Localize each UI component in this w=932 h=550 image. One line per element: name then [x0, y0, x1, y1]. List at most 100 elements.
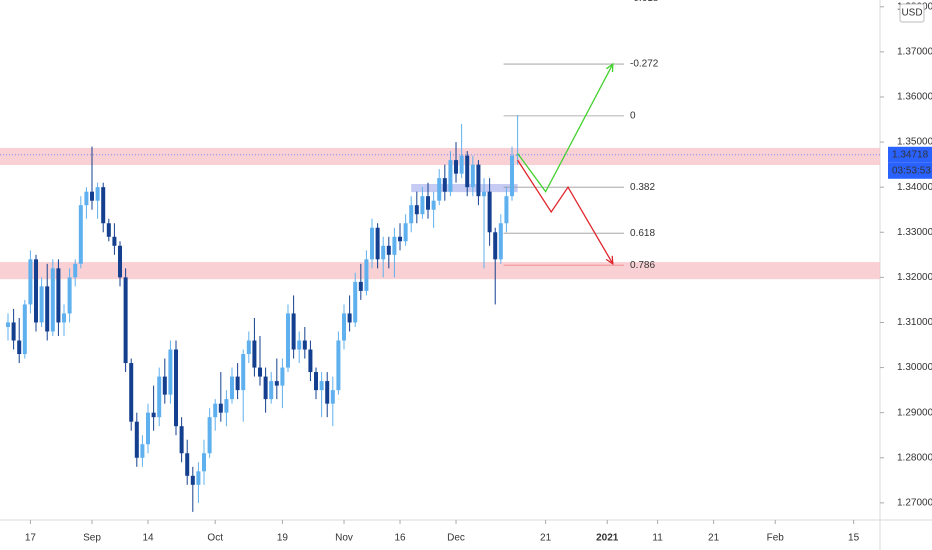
- candle-body: [420, 196, 425, 215]
- candle-body: [465, 155, 470, 188]
- candle-body: [134, 421, 139, 458]
- candle-body: [291, 313, 296, 350]
- candle-body: [112, 236, 117, 246]
- x-tick-label: Nov: [335, 533, 353, 544]
- candle-body: [224, 399, 229, 413]
- candle-body: [218, 403, 223, 413]
- candle-body: [129, 363, 134, 422]
- candle-body: [106, 223, 111, 237]
- candle-body: [269, 381, 274, 400]
- candle-body: [414, 205, 419, 215]
- candle-body: [515, 154, 520, 156]
- y-tick-label: 1.30000: [897, 362, 932, 373]
- candle-body: [498, 223, 503, 260]
- candle-body: [392, 236, 397, 255]
- candle-body: [162, 376, 167, 395]
- candle-body: [386, 245, 391, 255]
- candle-body: [263, 376, 268, 400]
- candle-body: [358, 281, 363, 291]
- candle-body: [246, 340, 251, 355]
- candle-body: [426, 196, 431, 210]
- candle-body: [101, 187, 106, 224]
- candle-body: [168, 349, 173, 395]
- fib-label: -0.618: [630, 0, 659, 4]
- candle-body: [381, 245, 386, 260]
- candle-body: [308, 349, 313, 373]
- candle-body: [258, 367, 263, 377]
- y-tick-label: 1.27000: [897, 498, 932, 509]
- candle-body: [476, 164, 481, 197]
- zone: [0, 262, 880, 280]
- fib-label: 0.382: [630, 182, 655, 193]
- candle-body: [34, 259, 39, 323]
- candle-body: [314, 372, 319, 391]
- candle-body: [123, 277, 128, 364]
- candle-body: [62, 313, 67, 323]
- zone: [0, 147, 880, 166]
- candle-body: [330, 390, 335, 404]
- y-tick-label: 1.35000: [897, 137, 932, 148]
- candle-body: [431, 200, 436, 210]
- x-tick-label: 15: [848, 533, 860, 544]
- candle-body: [437, 178, 442, 201]
- candle-body: [286, 313, 291, 368]
- arrow-head: [605, 255, 614, 266]
- y-tick-label: 1.34000: [897, 182, 932, 193]
- candle-body: [370, 227, 375, 260]
- candle-body: [442, 178, 447, 192]
- candle-body: [179, 426, 184, 454]
- candle-body: [140, 444, 145, 458]
- candle-body: [454, 160, 459, 174]
- x-tick-label: 2021: [596, 533, 619, 544]
- x-tick-label: 21: [708, 533, 720, 544]
- candle-body: [252, 340, 257, 368]
- candle-body: [325, 381, 330, 404]
- candle-body: [364, 259, 369, 291]
- candle-body: [403, 223, 408, 242]
- y-tick-label: 1.33000: [897, 227, 932, 238]
- candle-body: [11, 322, 16, 341]
- projection-arrow: [517, 63, 614, 193]
- last-price-box: [888, 146, 932, 163]
- x-tick-label: 11: [652, 533, 663, 544]
- projection-arrow: [517, 159, 614, 265]
- candle-body: [353, 281, 358, 323]
- candle-body: [50, 268, 55, 332]
- candle-body: [297, 340, 302, 350]
- x-tick-label: 16: [394, 533, 406, 544]
- candle-body: [319, 381, 324, 391]
- candle-body: [39, 286, 44, 323]
- arrow-head: [605, 62, 614, 73]
- candle-body: [151, 412, 156, 418]
- candle-body: [67, 277, 72, 314]
- y-tick-label: 1.37000: [897, 47, 932, 58]
- candle-body: [470, 164, 475, 188]
- y-tick-label: 1.31000: [897, 317, 932, 328]
- y-tick-label: 1.28000: [897, 452, 932, 463]
- candle-body: [213, 403, 218, 418]
- x-tick-label: Sep: [83, 533, 101, 544]
- candle-body: [235, 376, 240, 391]
- fib-label: 0: [630, 111, 636, 122]
- currency-label: USD: [901, 8, 922, 19]
- candle-body: [6, 322, 11, 327]
- candle-body: [493, 232, 498, 260]
- candle-body: [274, 381, 279, 386]
- candle-body: [174, 349, 179, 427]
- y-tick-label: 1.32000: [897, 272, 932, 283]
- last-price-label: 1.34718: [892, 149, 929, 160]
- candle-body: [482, 191, 487, 197]
- candle-body: [17, 340, 22, 355]
- candle-body: [84, 191, 89, 206]
- fib-label: 0.786: [630, 260, 655, 271]
- countdown-label: 03:53:53: [892, 165, 931, 176]
- zone-box: [411, 184, 518, 193]
- candle-body: [504, 196, 509, 224]
- x-tick-label: 14: [142, 533, 154, 544]
- candle-body: [22, 304, 27, 355]
- candle-body: [342, 313, 347, 341]
- x-tick-label: 17: [25, 533, 37, 544]
- x-tick-label: Feb: [767, 533, 785, 544]
- x-tick-label: Dec: [447, 533, 465, 544]
